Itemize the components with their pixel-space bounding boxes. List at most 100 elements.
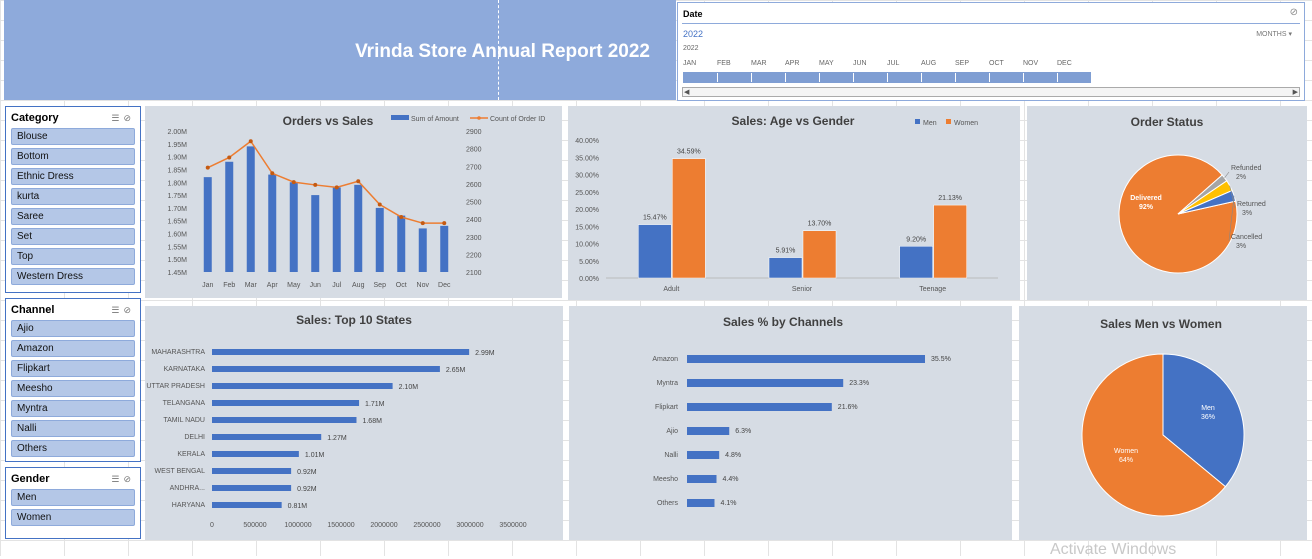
category-slicer-item[interactable]: Set <box>11 228 135 245</box>
men-women-panel[interactable]: Sales Men vs Women Men 36% Women 64% <box>1019 306 1307 540</box>
timeline-month-may[interactable]: MAY <box>819 60 834 67</box>
gender-slicer-item[interactable]: Men <box>11 489 135 506</box>
timeline-month-sep[interactable]: SEP <box>955 60 970 67</box>
bar <box>687 451 720 459</box>
gender-slicer-item[interactable]: Women <box>11 509 135 526</box>
channel-slicer-item[interactable]: Ajio <box>11 320 135 337</box>
category-slicer-item[interactable]: Top <box>11 248 135 265</box>
category-slicer-item[interactable]: Ethnic Dress <box>11 168 135 185</box>
channel-slicer-item[interactable]: Nalli <box>11 420 135 437</box>
timeline-month-jun[interactable]: JUN <box>853 60 867 67</box>
data-label: 15.47% <box>643 215 667 222</box>
bar <box>212 468 292 474</box>
category-label: Ajio <box>666 428 678 435</box>
y-tick-label: 1.65M <box>168 219 188 226</box>
date-timeline-slicer[interactable]: Date ⊘ 2022 MONTHS ▾ 2022 JAN FEB MAR APR MA… <box>677 2 1305 101</box>
slice-label: Returned <box>1237 201 1266 208</box>
scroll-left-icon[interactable]: ◀ <box>684 89 690 96</box>
top-states-panel[interactable]: Sales: Top 10 States MAHARASHTRA 2.99M KARN… <box>145 306 563 540</box>
channel-slicer-item[interactable]: Others <box>11 440 135 457</box>
data-label: 21.6% <box>838 404 858 411</box>
chart-title: Sales: Age vs Gender <box>732 114 855 128</box>
timeline-month-jul[interactable]: JUL <box>887 60 900 67</box>
y2-tick-label: 2900 <box>466 129 482 136</box>
data-label: 2.65M <box>446 367 466 374</box>
y-tick-label: 1.50M <box>168 257 188 264</box>
timeline-month-jan[interactable]: JAN <box>683 60 697 67</box>
data-label: 2.10M <box>399 384 419 391</box>
channel-slicer-item[interactable]: Flipkart <box>11 360 135 377</box>
category-slicer: Category ☰⊘ Blouse Bottom Ethnic Dress kurta… <box>5 106 141 293</box>
timeline-month-dec[interactable]: DEC <box>1057 60 1072 67</box>
x-tick-label: Jul <box>332 282 341 289</box>
bar <box>933 204 967 279</box>
multi-select-icon[interactable]: ☰⊘ <box>111 112 135 123</box>
y-tick-label: 10.00% <box>575 242 599 249</box>
chart-title: Sales: Top 10 States <box>296 313 412 327</box>
order-status-panel[interactable]: Order Status Delivered 92% Refunded 2% Return… <box>1027 106 1307 300</box>
category-label: DELHI <box>184 434 205 441</box>
timeline-month-apr[interactable]: APR <box>785 60 800 67</box>
channel-slicer-item[interactable]: Myntra <box>11 400 135 417</box>
bar <box>212 451 299 457</box>
scroll-right-icon[interactable]: ▶ <box>1292 89 1298 96</box>
legend-swatch-women <box>946 119 951 124</box>
data-label: 1.27M <box>327 435 347 442</box>
timeline-sublabel: 2022 <box>683 45 699 52</box>
clear-filter-icon[interactable]: ⊘ <box>1289 7 1298 18</box>
channel-slicer: Channel ☰⊘ Ajio Amazon Flipkart Meesho Myntra… <box>5 298 141 462</box>
legend-label: Count of Order ID <box>490 116 545 123</box>
line-point <box>399 215 404 220</box>
category-label: Meesho <box>653 476 678 483</box>
y2-tick-label: 2300 <box>466 235 482 242</box>
category-slicer-item[interactable]: Western Dress <box>11 268 135 285</box>
timeline-month-feb[interactable]: FEB <box>717 60 731 67</box>
timeline-month-mar[interactable]: MAR <box>751 60 767 67</box>
category-slicer-item[interactable]: Saree <box>11 208 135 225</box>
chart-title: Sales % by Channels <box>723 315 843 329</box>
data-label: 21.13% <box>938 195 962 202</box>
channels-panel[interactable]: Sales % by Channels Amazon 35.5% Myntra 23.3… <box>569 306 1012 540</box>
category-slicer-item[interactable]: kurta <box>11 188 135 205</box>
y-tick-label: 1.75M <box>168 193 188 200</box>
x-tick-label: May <box>287 282 301 289</box>
multi-select-icon[interactable]: ☰⊘ <box>111 304 135 315</box>
x-tick-label: Feb <box>223 282 235 289</box>
x-tick-label: Apr <box>267 282 279 289</box>
legend-label: Men <box>923 120 937 127</box>
y-tick-label: 1.70M <box>168 206 188 213</box>
timeline-label: Date <box>683 9 703 19</box>
bar <box>802 230 837 279</box>
timeline-month-nov[interactable]: NOV <box>1023 60 1039 67</box>
orders-vs-sales-panel[interactable]: Orders vs Sales Sum of Amount Count of Ord… <box>145 106 562 298</box>
line-point <box>248 139 253 144</box>
multi-select-icon[interactable]: ☰⊘ <box>111 473 135 484</box>
x-tick-label: 1500000 <box>327 522 354 529</box>
series-line <box>207 140 445 224</box>
timeline-scrollbar[interactable]: ◀ ▶ <box>682 87 1300 97</box>
channel-slicer-item[interactable]: Meesho <box>11 380 135 397</box>
slice-value: 3% <box>1242 210 1252 217</box>
timeline-month-aug[interactable]: AUG <box>921 60 937 67</box>
report-header: Vrinda Store Annual Report 2022 <box>4 0 676 100</box>
category-slicer-item[interactable]: Blouse <box>11 128 135 145</box>
leader-line <box>1229 185 1236 209</box>
pie-slice <box>1118 154 1238 274</box>
line-point <box>205 165 210 170</box>
data-label: 23.3% <box>849 380 869 387</box>
age-gender-panel[interactable]: Sales: Age vs Gender Men Women 40.00% 35.00%… <box>568 106 1020 300</box>
timeline-level-dropdown[interactable]: MONTHS ▾ <box>1256 31 1292 38</box>
slice-value: 2% <box>1236 174 1246 181</box>
y-tick-label: 1.85M <box>168 167 188 174</box>
leader-line <box>1228 195 1235 242</box>
legend-marker <box>477 116 481 120</box>
y-tick-label: 1.80M <box>168 180 188 187</box>
timeline-selection-bar[interactable] <box>683 72 1091 83</box>
channel-slicer-title: Channel <box>11 304 55 316</box>
bar <box>672 158 706 279</box>
category-slicer-item[interactable]: Bottom <box>11 148 135 165</box>
data-label: 4.4% <box>722 476 738 483</box>
channel-slicer-item[interactable]: Amazon <box>11 340 135 357</box>
timeline-month-oct[interactable]: OCT <box>989 60 1004 67</box>
bar <box>687 499 715 507</box>
